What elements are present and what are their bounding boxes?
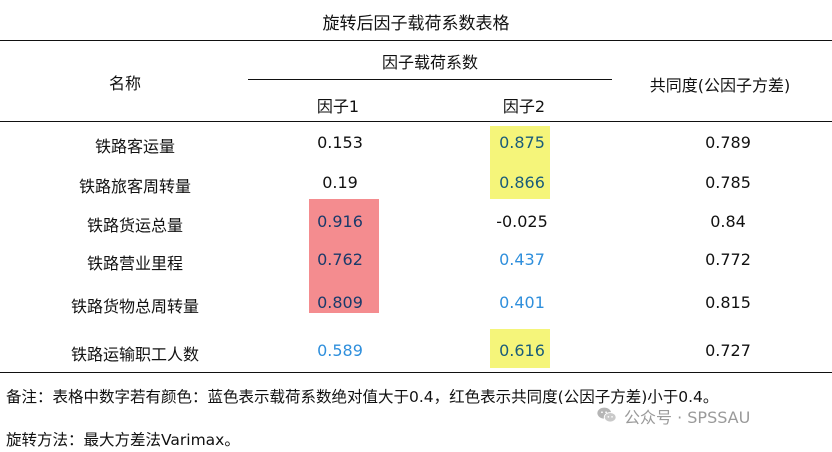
communality-value: 0.785 <box>705 173 751 192</box>
factor1-value: 0.916 <box>317 212 363 231</box>
footnote-colors: 备注：表格中数字若有颜色：蓝色表示载荷系数绝对值大于0.4，红色表示共同度(公因… <box>6 388 719 406</box>
factor2-value: 0.437 <box>499 250 545 269</box>
communality-value: 0.789 <box>705 133 751 152</box>
table-row: 铁路货物总周转量 0.809 0.401 0.815 <box>0 288 832 318</box>
row-label: 铁路货运总量 <box>86 216 183 235</box>
group-rule <box>248 79 612 80</box>
factor2-value: 0.866 <box>499 173 545 192</box>
table-row: 铁路运输职工人数 0.589 0.616 0.727 <box>0 336 832 366</box>
communality-value: 0.84 <box>710 212 746 231</box>
header-communality: 共同度(公因子方差) <box>649 76 791 95</box>
top-rule <box>0 40 832 41</box>
factor1-value: 0.809 <box>317 293 363 312</box>
footnote-rotation: 旋转方法：最大方差法Varimax。 <box>6 431 240 449</box>
communality-value: 0.727 <box>705 341 751 360</box>
table-row: 铁路营业里程 0.762 0.437 0.772 <box>0 245 832 275</box>
factor2-value: 0.616 <box>499 341 545 360</box>
header-factor-loadings: 因子载荷系数 <box>381 53 478 72</box>
communality-value: 0.772 <box>705 250 751 269</box>
row-label: 铁路营业里程 <box>86 254 183 273</box>
table-title: 旋转后因子载荷系数表格 <box>322 14 510 34</box>
factor2-value: 0.401 <box>499 293 545 312</box>
row-label: 铁路旅客周转量 <box>78 177 191 196</box>
yellow-highlight <box>490 329 550 368</box>
wechat-icon <box>597 407 617 423</box>
factor1-value: 0.589 <box>317 341 363 360</box>
table-row: 铁路货运总量 0.916 -0.025 0.84 <box>0 207 832 237</box>
yellow-highlight <box>490 126 550 199</box>
row-label: 铁路运输职工人数 <box>70 345 199 364</box>
table-row: 铁路旅客周转量 0.19 0.866 0.785 <box>0 168 832 198</box>
factor1-value: 0.153 <box>317 133 363 152</box>
header-name: 名称 <box>108 74 141 93</box>
header-factor2: 因子2 <box>502 97 546 116</box>
watermark-text: 公众号 · SPSSAU <box>624 408 751 427</box>
table-row: 铁路客运量 0.153 0.875 0.789 <box>0 128 832 158</box>
red-highlight <box>309 199 379 313</box>
factor2-value: -0.025 <box>496 212 548 231</box>
communality-value: 0.815 <box>705 293 751 312</box>
row-label: 铁路客运量 <box>94 137 175 156</box>
factor1-value: 0.19 <box>322 173 358 192</box>
row-label: 铁路货物总周转量 <box>70 297 199 316</box>
header-rule <box>0 121 832 122</box>
factor1-value: 0.762 <box>317 250 363 269</box>
bottom-rule <box>0 372 832 373</box>
header-factor1: 因子1 <box>316 97 360 116</box>
factor2-value: 0.875 <box>499 133 545 152</box>
